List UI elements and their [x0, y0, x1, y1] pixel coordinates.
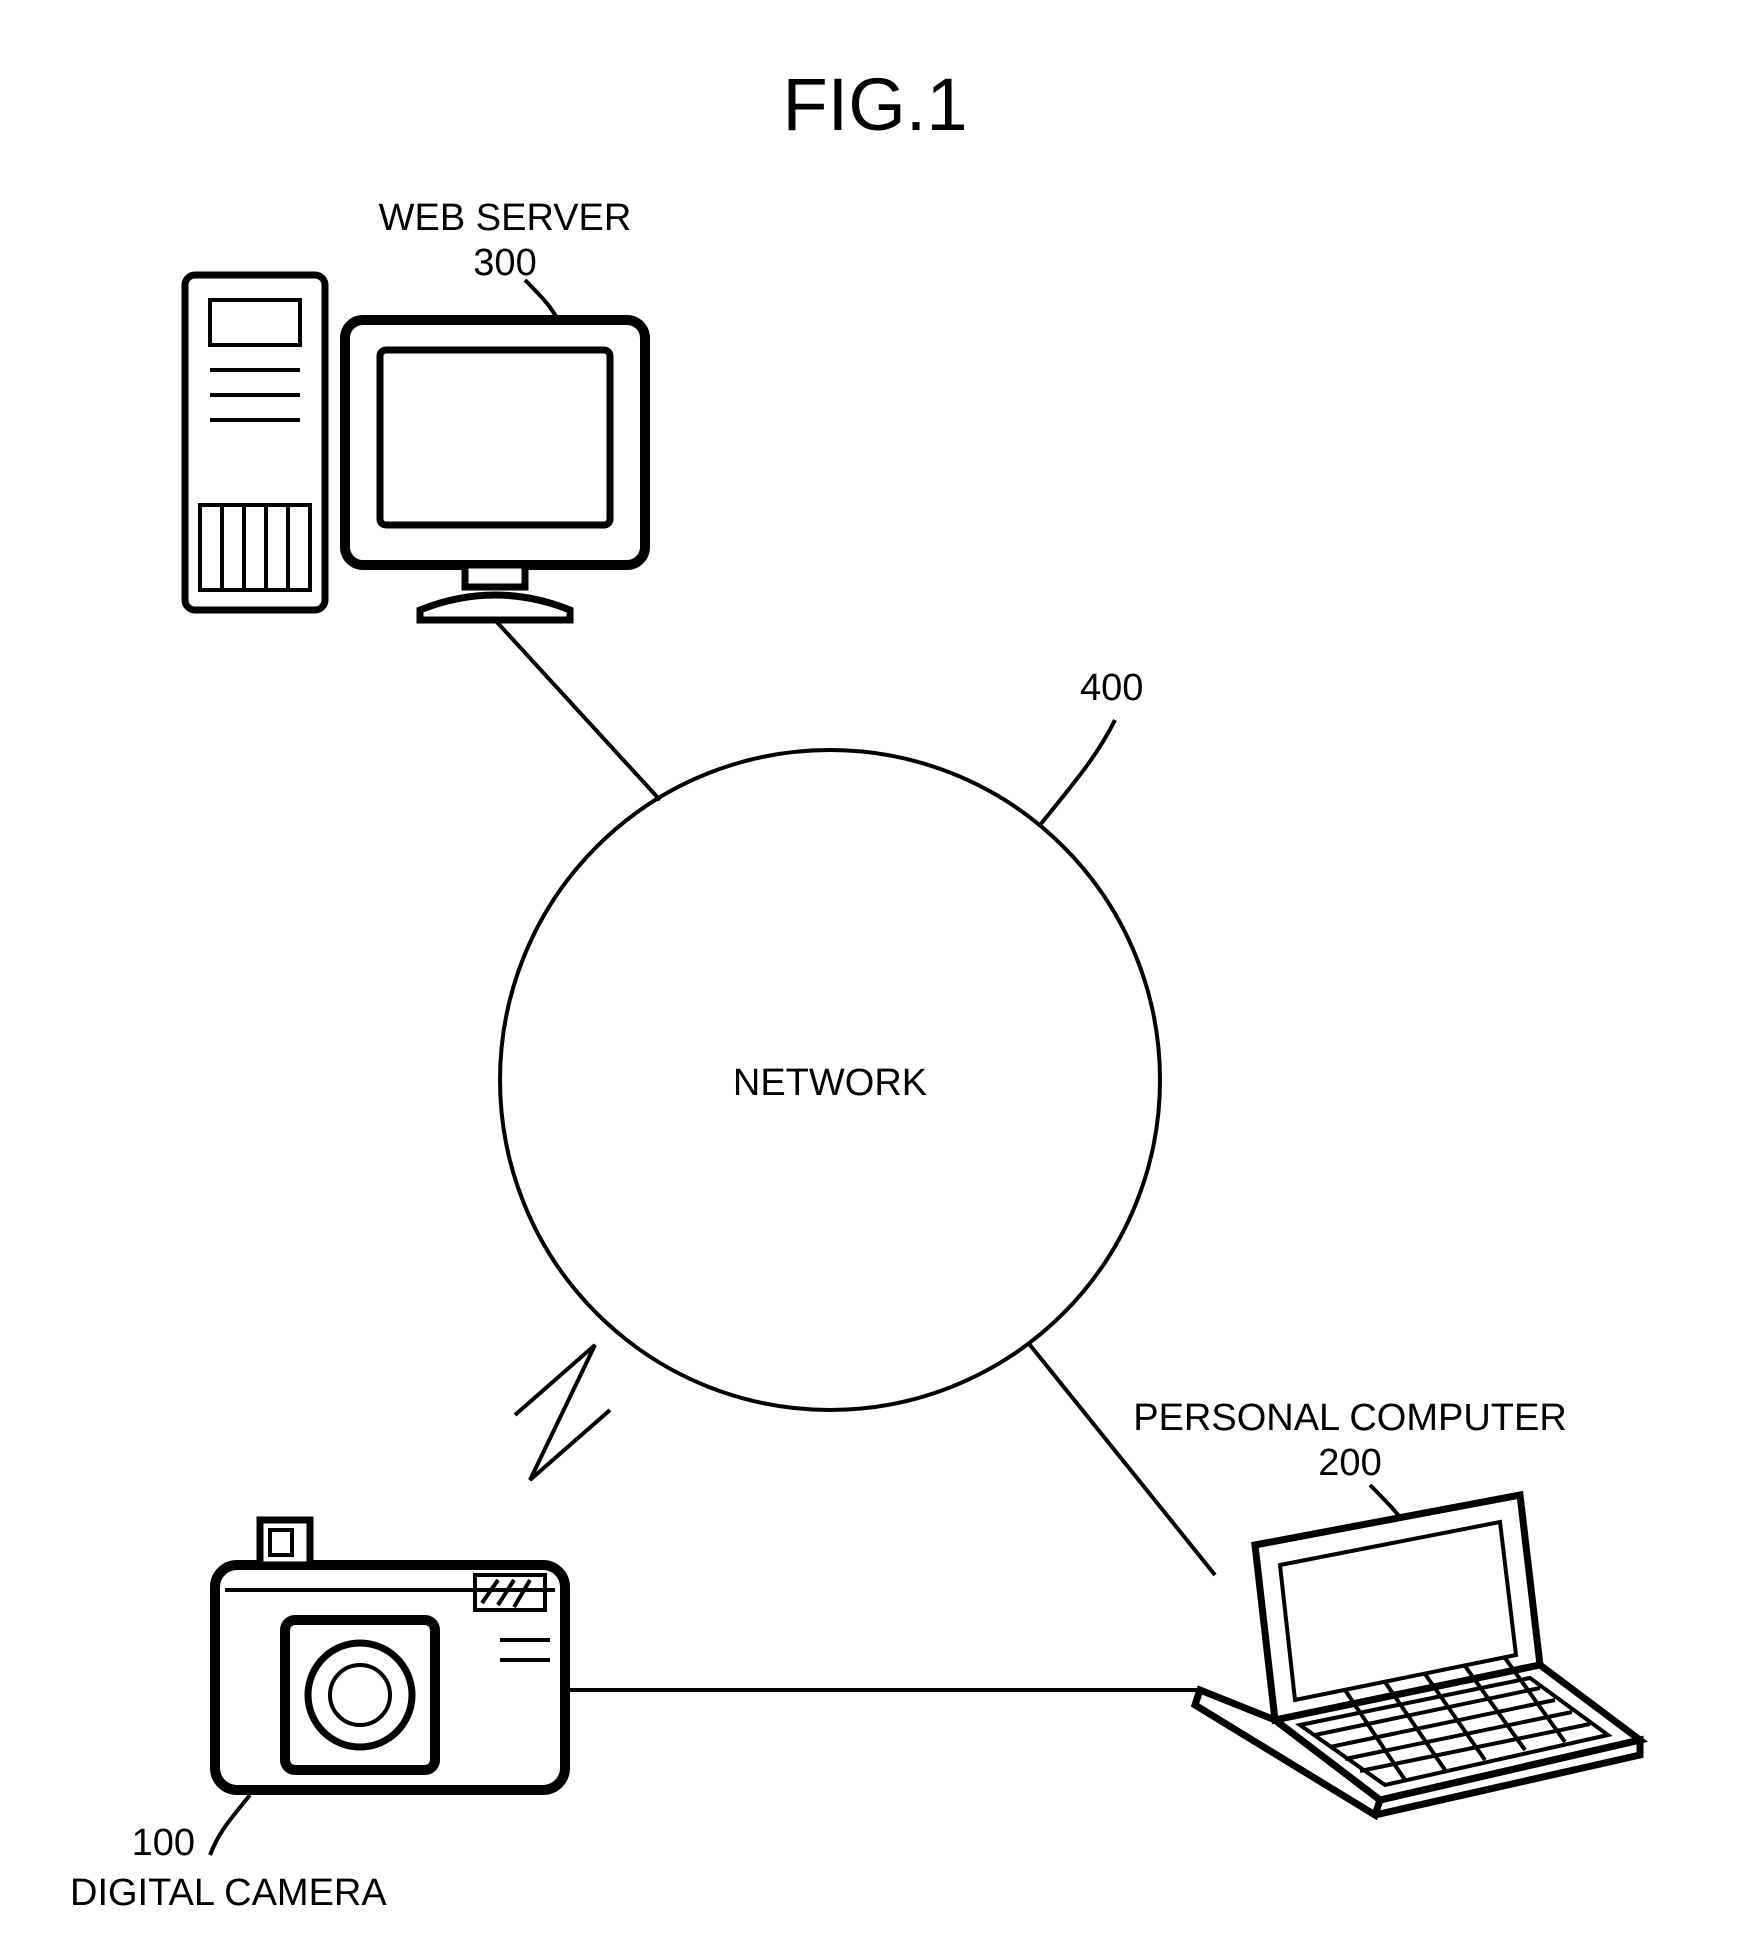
network-label: NETWORK [733, 1062, 927, 1104]
pc-node: PERSONAL COMPUTER 200 [1133, 1397, 1640, 1815]
pc-ref: 200 [1318, 1442, 1381, 1484]
server-tower-icon [185, 275, 325, 610]
web-server-ref: 300 [473, 242, 536, 284]
link-server-network [495, 620, 660, 800]
camera-ref: 100 [132, 1822, 195, 1864]
camera-title: DIGITAL CAMERA [70, 1872, 387, 1914]
network-node: NETWORK 400 [500, 667, 1160, 1410]
link-pc-network [1030, 1345, 1215, 1575]
camera-node: 100 DIGITAL CAMERA [70, 1520, 565, 1914]
web-server-node: WEB SERVER 300 [185, 197, 645, 620]
network-ref: 400 [1080, 667, 1143, 709]
wireless-icon [515, 1345, 610, 1480]
pc-title: PERSONAL COMPUTER [1133, 1397, 1567, 1439]
figure-title: FIG.1 [782, 63, 967, 146]
web-server-title: WEB SERVER [379, 197, 632, 239]
camera-icon [215, 1520, 565, 1790]
laptop-icon [1195, 1495, 1640, 1815]
crt-monitor-icon [345, 320, 645, 620]
